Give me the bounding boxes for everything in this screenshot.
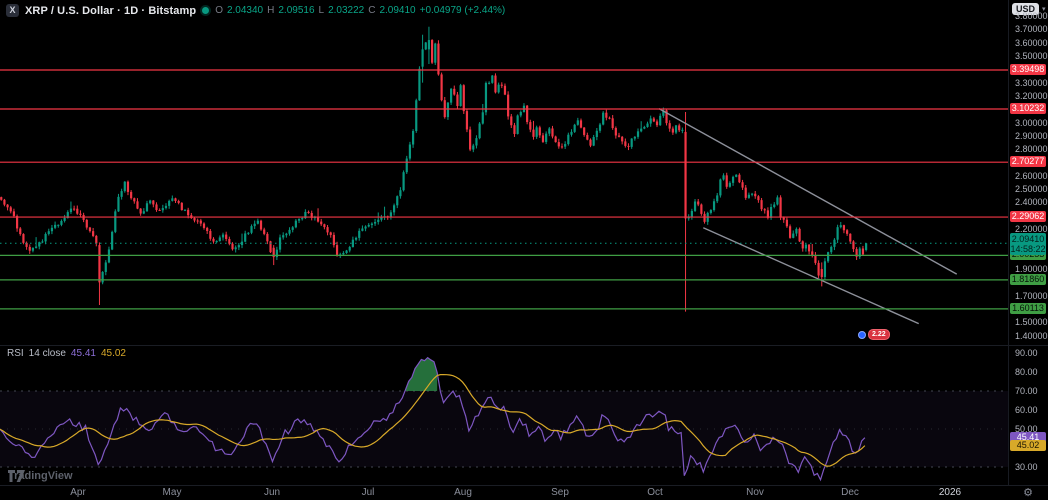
rsi-legend[interactable]: RSI 14 close 45.41 45.02 bbox=[7, 348, 126, 359]
last-price-label: 2.09410 14:58:22 bbox=[1010, 233, 1046, 256]
price-tick: 3.60000 bbox=[1015, 37, 1048, 48]
high-value: 2.09516 bbox=[278, 5, 315, 16]
open-value: 2.04340 bbox=[226, 5, 264, 16]
month-tick-label: Aug bbox=[454, 487, 472, 498]
rsi-pane[interactable] bbox=[0, 345, 1008, 485]
symbol-title[interactable]: XRP / U.S. Dollar · 1D · Bitstamp bbox=[25, 4, 197, 17]
month-tick-label: Sep bbox=[551, 487, 569, 498]
price-tick: 1.40000 bbox=[1015, 330, 1048, 341]
month-tick-label: May bbox=[162, 487, 182, 498]
month-tick-label: Dec bbox=[841, 487, 859, 498]
month-tick-label: Jul bbox=[361, 487, 375, 498]
price-tick: 1.50000 bbox=[1015, 317, 1048, 328]
rsi-tick: 30.00 bbox=[1015, 461, 1038, 472]
support-price-label: 1.60113 bbox=[1010, 302, 1046, 314]
price-tick: 2.80000 bbox=[1015, 144, 1048, 155]
drawing-price-label: 2.22 bbox=[868, 329, 890, 340]
price-tick: 3.50000 bbox=[1015, 51, 1048, 62]
close-value: 2.09410 bbox=[379, 5, 416, 16]
tradingview-logo-text: TradingView bbox=[8, 470, 73, 482]
currency-toggle-button[interactable]: USD ▾ bbox=[1012, 3, 1046, 15]
ohlc-values: O 2.04340 H 2.09516 L 2.03222 C 2.09410 +0.0… bbox=[215, 5, 505, 16]
rsi-tick: 90.00 bbox=[1015, 347, 1038, 358]
price-pane[interactable] bbox=[0, 0, 1008, 345]
rsi-tick: 70.00 bbox=[1015, 385, 1038, 396]
chevron-down-icon: ▾ bbox=[1042, 6, 1046, 13]
rsi-ma-value: 45.02 bbox=[100, 348, 126, 359]
price-tick: 2.90000 bbox=[1015, 130, 1048, 141]
market-status-icon[interactable] bbox=[202, 7, 210, 14]
support-price-label: 1.81860 bbox=[1010, 273, 1046, 285]
year-tick-label: 2026 bbox=[938, 487, 962, 498]
low-label: L bbox=[318, 5, 325, 16]
rsi-value: 45.41 bbox=[70, 348, 96, 359]
month-tick-label: Oct bbox=[647, 487, 663, 498]
price-tick: 1.70000 bbox=[1015, 290, 1048, 301]
drawing-marker[interactable]: 2.22 bbox=[858, 329, 890, 340]
rsi-title: RSI bbox=[7, 348, 24, 359]
month-tick-label: Apr bbox=[70, 487, 86, 498]
axis-settings-corner: ⚙ bbox=[1008, 486, 1048, 500]
gear-icon[interactable]: ⚙ bbox=[1023, 487, 1033, 499]
symbol-legend: X XRP / U.S. Dollar · 1D · Bitstamp O 2.0… bbox=[6, 4, 505, 17]
drawing-anchor-handle[interactable] bbox=[858, 330, 866, 339]
xrp-logo-icon: X bbox=[6, 4, 19, 17]
price-tick: 1.90000 bbox=[1015, 264, 1048, 275]
tradingview-logo-icon bbox=[8, 470, 25, 482]
resistance-price-label: 3.39498 bbox=[1010, 64, 1046, 75]
price-tick: 2.60000 bbox=[1015, 170, 1048, 181]
resistance-price-label: 2.29062 bbox=[1010, 211, 1046, 223]
price-tick: 2.20000 bbox=[1015, 224, 1048, 235]
rsi-tick: 50.00 bbox=[1015, 423, 1038, 434]
price-tick: 2.50000 bbox=[1015, 184, 1048, 195]
price-tick: 2.40000 bbox=[1015, 197, 1048, 208]
currency-label: USD bbox=[1012, 3, 1040, 15]
change-value: +0.04979 (+2.44%) bbox=[419, 5, 506, 16]
high-label: H bbox=[267, 5, 275, 16]
price-tick: 3.70000 bbox=[1015, 24, 1048, 35]
price-tick: 3.80000 bbox=[1015, 11, 1048, 22]
price-axis[interactable]: USD ▾ 3.80000 3.70000 3.60000 3.50000 3.3000… bbox=[1008, 0, 1048, 485]
month-tick-label: Jun bbox=[263, 487, 281, 498]
rsi-ma-value-label: 45.02 bbox=[1010, 439, 1046, 451]
resistance-price-label: 3.10232 bbox=[1010, 102, 1046, 114]
tradingview-logo[interactable]: TradingView bbox=[8, 470, 73, 482]
rsi-params: 14 close bbox=[28, 348, 66, 359]
resistance-price-label: 2.70277 bbox=[1010, 156, 1046, 168]
pane-divider[interactable] bbox=[0, 345, 1048, 346]
month-tick-label: Nov bbox=[746, 487, 764, 498]
low-value: 2.03222 bbox=[328, 5, 365, 16]
price-tick: 3.30000 bbox=[1015, 77, 1048, 88]
price-tick: 3.20000 bbox=[1015, 90, 1048, 101]
open-label: O bbox=[215, 5, 223, 16]
time-axis-divider bbox=[0, 485, 1048, 486]
rsi-value-label: 45.41 bbox=[1010, 432, 1046, 444]
time-axis[interactable]: Apr May Jun Jul Aug Sep Oct Nov Dec 2026 bbox=[0, 486, 1008, 500]
rsi-tick: 60.00 bbox=[1015, 404, 1038, 415]
rsi-tick: 80.00 bbox=[1015, 366, 1038, 377]
price-tick: 3.00000 bbox=[1015, 117, 1048, 128]
close-label: C bbox=[368, 5, 376, 16]
